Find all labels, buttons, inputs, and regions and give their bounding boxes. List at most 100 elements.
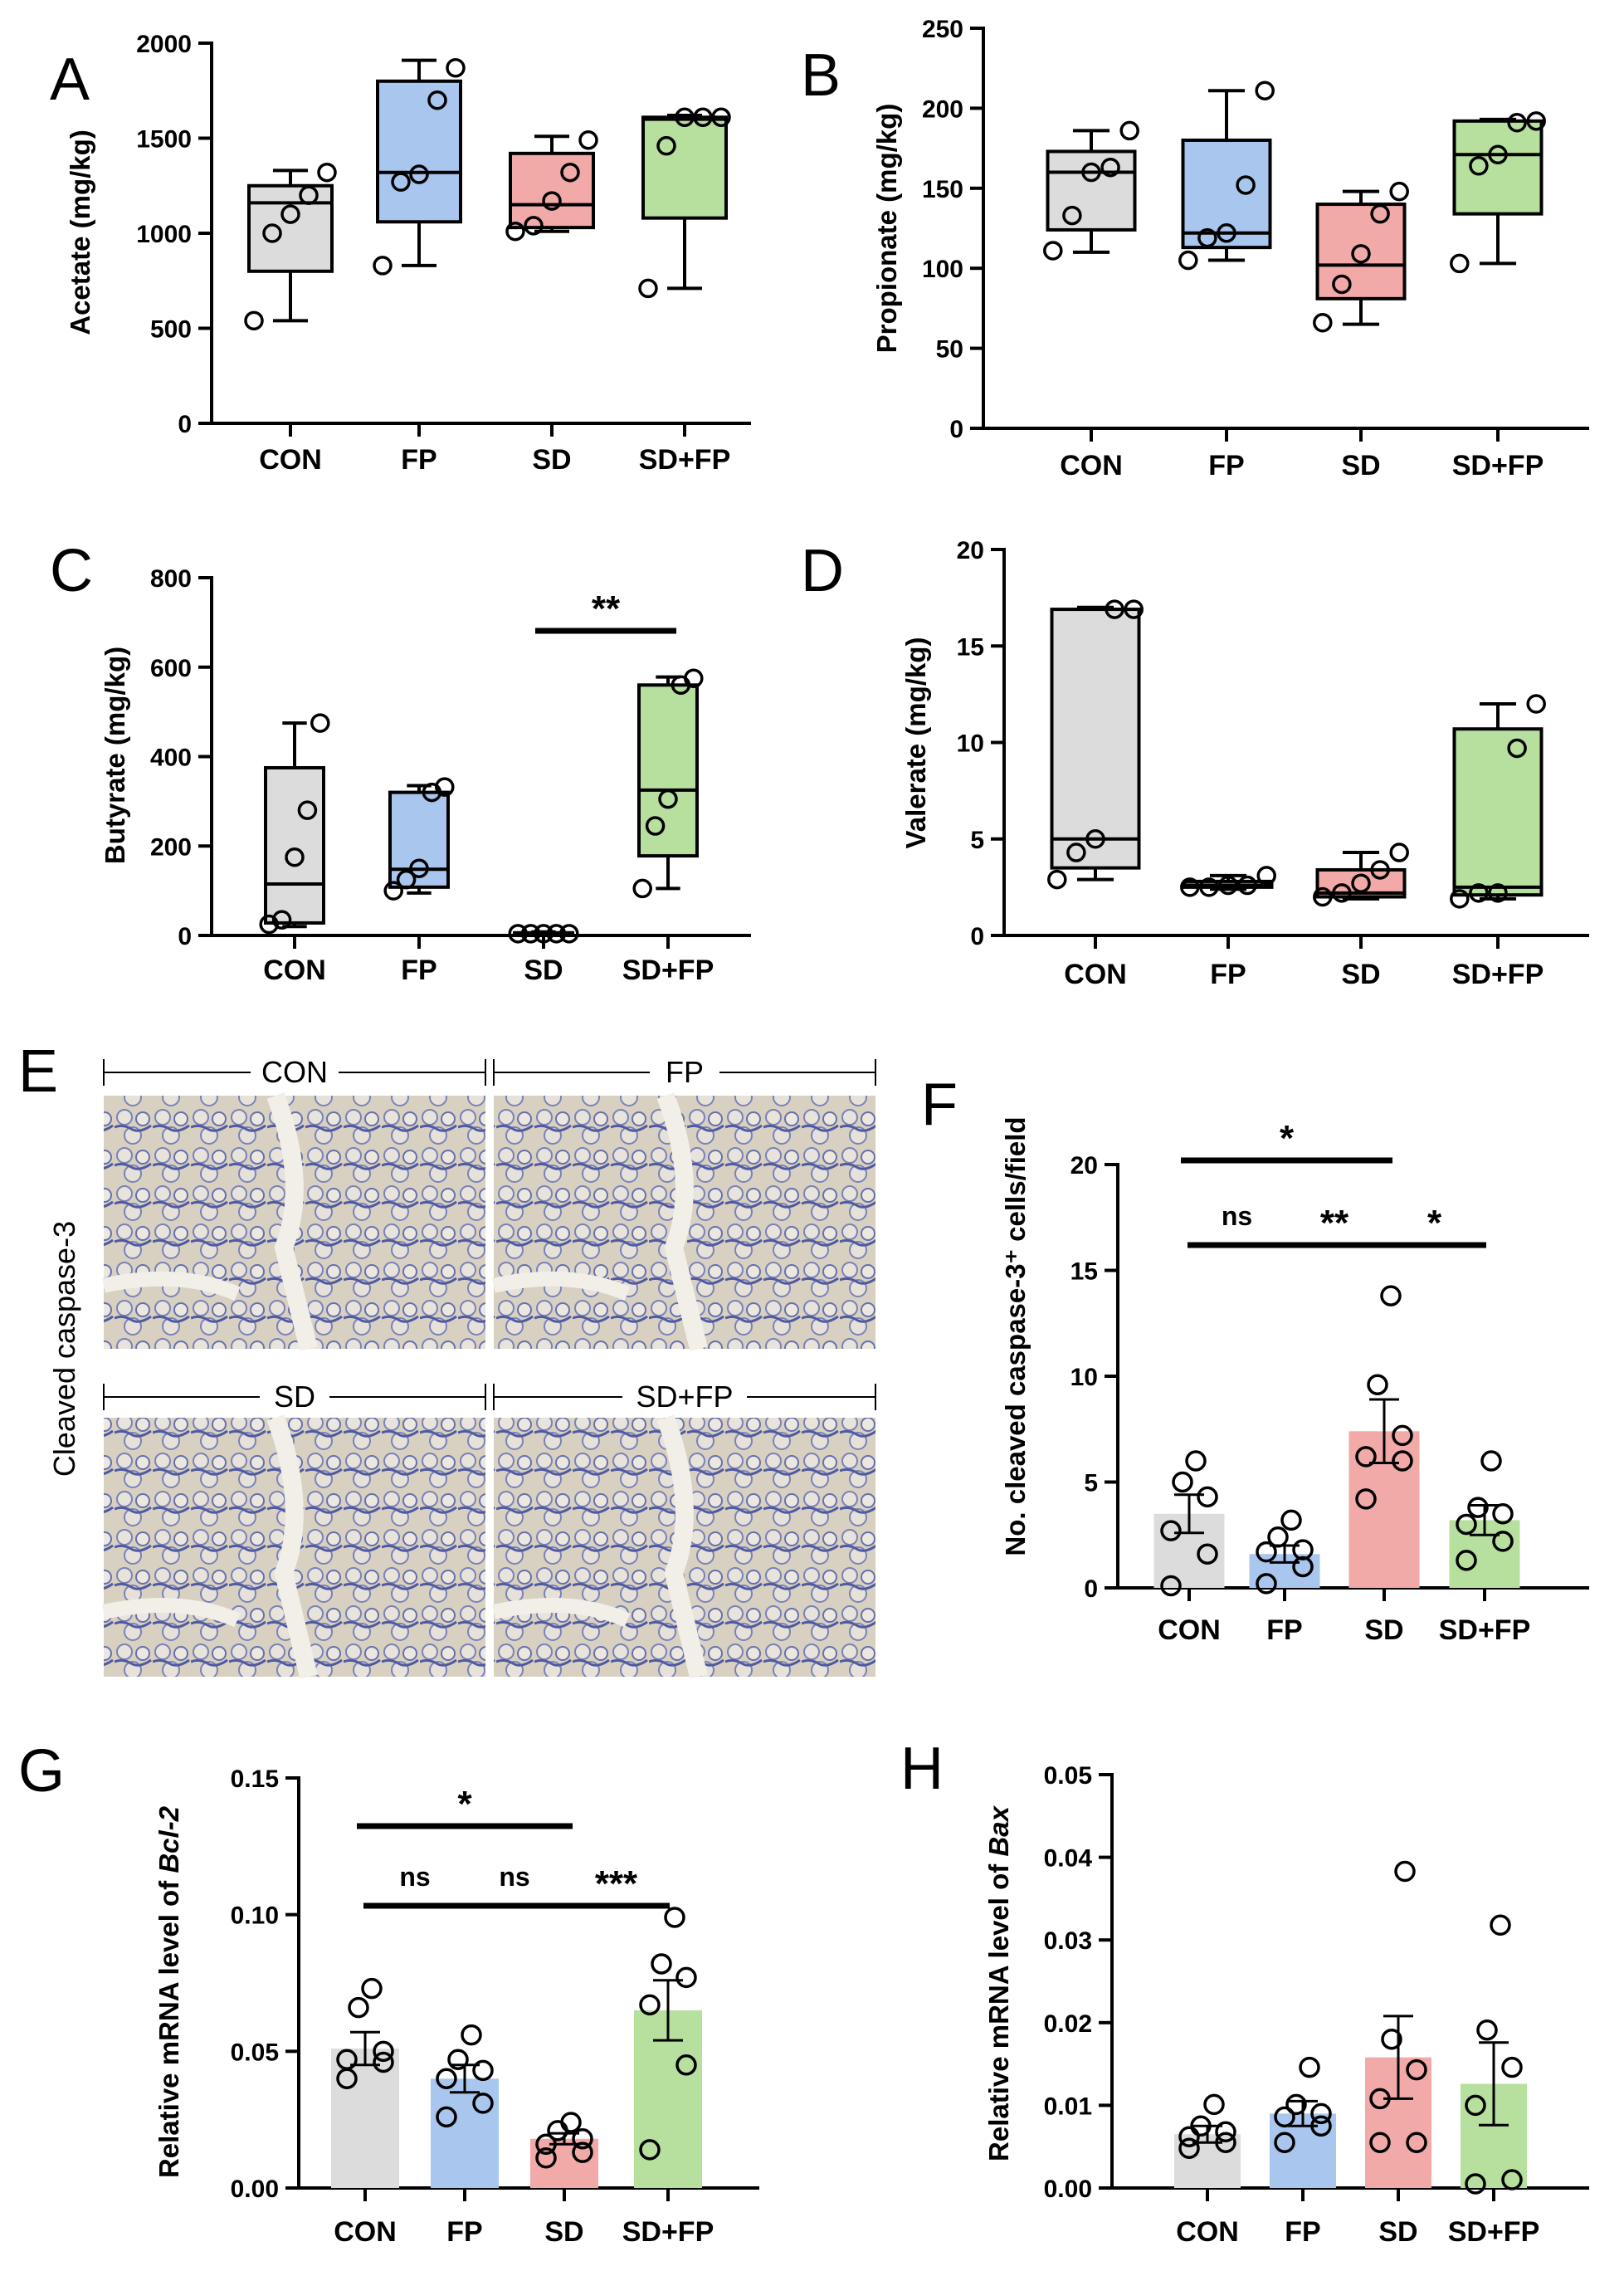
y-tick-label: 1500 [136, 126, 192, 154]
data-point [1178, 250, 1198, 271]
data-point [1355, 1488, 1377, 1510]
box-sd [1313, 181, 1409, 333]
y-axis-label-space [983, 1857, 1014, 1864]
y-tick-label: 0.15 [231, 1766, 279, 1793]
y-tick-label: 10 [1070, 1364, 1098, 1391]
x-category-label: FP [446, 2216, 482, 2248]
y-axis-label-text: No. cleaved caspase-3⁺ cells/field [1000, 1116, 1031, 1556]
data-point [391, 172, 411, 192]
data-point [1465, 2173, 1486, 2195]
micrograph-sd: SD [102, 1379, 486, 1679]
y-tick-label: 15 [957, 633, 984, 661]
data-point [1256, 1541, 1277, 1563]
bar-con [1153, 1450, 1225, 1597]
x-category-label: SD [1364, 1614, 1403, 1646]
data-point [639, 1994, 661, 2016]
y-axis-label: Acetate (mg/kg) [65, 129, 95, 335]
data-point [472, 2093, 494, 2114]
data-point [1351, 244, 1371, 264]
y-axis-label: Relative mRNA level of Bcl-2 [154, 1805, 184, 2178]
data-point [1392, 1450, 1413, 1472]
panel-letter: F [921, 1072, 958, 1138]
micrograph-label: CON [261, 1055, 328, 1089]
x-category-label: CON [1158, 1614, 1221, 1646]
data-point [1043, 241, 1063, 261]
y-tick-label: 20 [1070, 1152, 1098, 1179]
y-tick-label: 15 [1070, 1258, 1098, 1286]
data-point [1105, 599, 1124, 619]
y-tick-label: 500 [150, 316, 192, 344]
x-category-label: SD [1378, 2216, 1417, 2248]
micrograph-label: SD [274, 1380, 315, 1414]
data-point [1081, 162, 1101, 183]
data-point [1332, 883, 1352, 903]
data-point [542, 191, 562, 211]
x-category-label: CON [1064, 959, 1127, 990]
y-tick-label: 0.05 [231, 2039, 279, 2066]
data-point [1476, 2019, 1498, 2041]
data-point [1274, 2132, 1295, 2153]
significance-label: * [1280, 1118, 1295, 1159]
x-category-label: SD [1341, 959, 1380, 990]
box-sd [508, 924, 579, 944]
data-point [1197, 1543, 1218, 1565]
data-point [262, 223, 282, 243]
panel-letter: B [801, 42, 841, 109]
label-bg [260, 1379, 329, 1415]
lumen [492, 1598, 631, 1628]
x-category-label: SD [532, 444, 571, 476]
y-tick-label: 2000 [136, 31, 192, 58]
y-tick-label: 200 [922, 95, 963, 123]
data-point [559, 924, 579, 944]
box-iqr [637, 683, 699, 858]
data-point [639, 2139, 661, 2161]
chart-panel-c: C 0 200 400 600 800 CON FP SD SD+FP Butyrate (mg/k… [50, 538, 751, 986]
data-point [373, 256, 393, 276]
data-point [1119, 120, 1139, 141]
box-iqr [388, 790, 450, 889]
significance-label: * [1427, 1203, 1442, 1243]
y-tick-label: 0 [970, 923, 984, 950]
significance-label: * [457, 1784, 472, 1824]
box-fp [1178, 81, 1275, 271]
data-point [1310, 2103, 1332, 2125]
data-point [1280, 1509, 1302, 1531]
data-point [1313, 886, 1333, 907]
data-point [1456, 1550, 1477, 1571]
side-label: Cleaved caspase-3 [47, 1221, 81, 1477]
y-axis-label: Valerate (mg/kg) [900, 637, 931, 849]
y-axis-gene-name: Bcl-2 [154, 1805, 184, 1873]
lumen [266, 1092, 318, 1351]
y-tick-label: 200 [150, 833, 192, 861]
data-point [280, 204, 300, 224]
significance-label: *** [595, 1863, 638, 1904]
chart-panel-f: F 0 5 10 15 20 CON FP SD SD+FP No. cleaved caspase… [921, 1072, 1589, 1646]
y-tick-label: 5 [1084, 1470, 1098, 1497]
panel-letter: H [900, 1736, 944, 1802]
data-point [336, 2049, 358, 2070]
y-tick-label: 20 [957, 537, 984, 564]
bar-sd [1348, 1285, 1420, 1588]
data-point [1492, 1503, 1514, 1525]
box-con [259, 713, 330, 935]
x-category-label: FP [1285, 2216, 1320, 2248]
x-category-label: CON [263, 955, 326, 986]
data-point [572, 2142, 593, 2163]
data-point [1355, 1446, 1377, 1468]
data-point [373, 2040, 394, 2063]
data-point [447, 2049, 469, 2070]
y-axis-label-text: Relative mRNA level of [154, 1880, 184, 2178]
data-point [1299, 2056, 1320, 2078]
histology-panel: E Cleaved caspase-3 CON FP SD SD+FP [18, 1038, 876, 1679]
data-point [436, 2068, 457, 2090]
data-point [383, 881, 403, 901]
data-point [1066, 842, 1086, 862]
x-category-label: SD+FP [1452, 959, 1544, 990]
data-point [560, 2112, 582, 2133]
y-axis-label-text: Propionate (mg/kg) [871, 104, 902, 354]
data-point [693, 107, 713, 128]
data-point [1381, 2028, 1402, 2050]
y-tick-label: 0 [178, 411, 192, 438]
box-iqr [1181, 138, 1272, 250]
data-point [472, 2059, 494, 2082]
